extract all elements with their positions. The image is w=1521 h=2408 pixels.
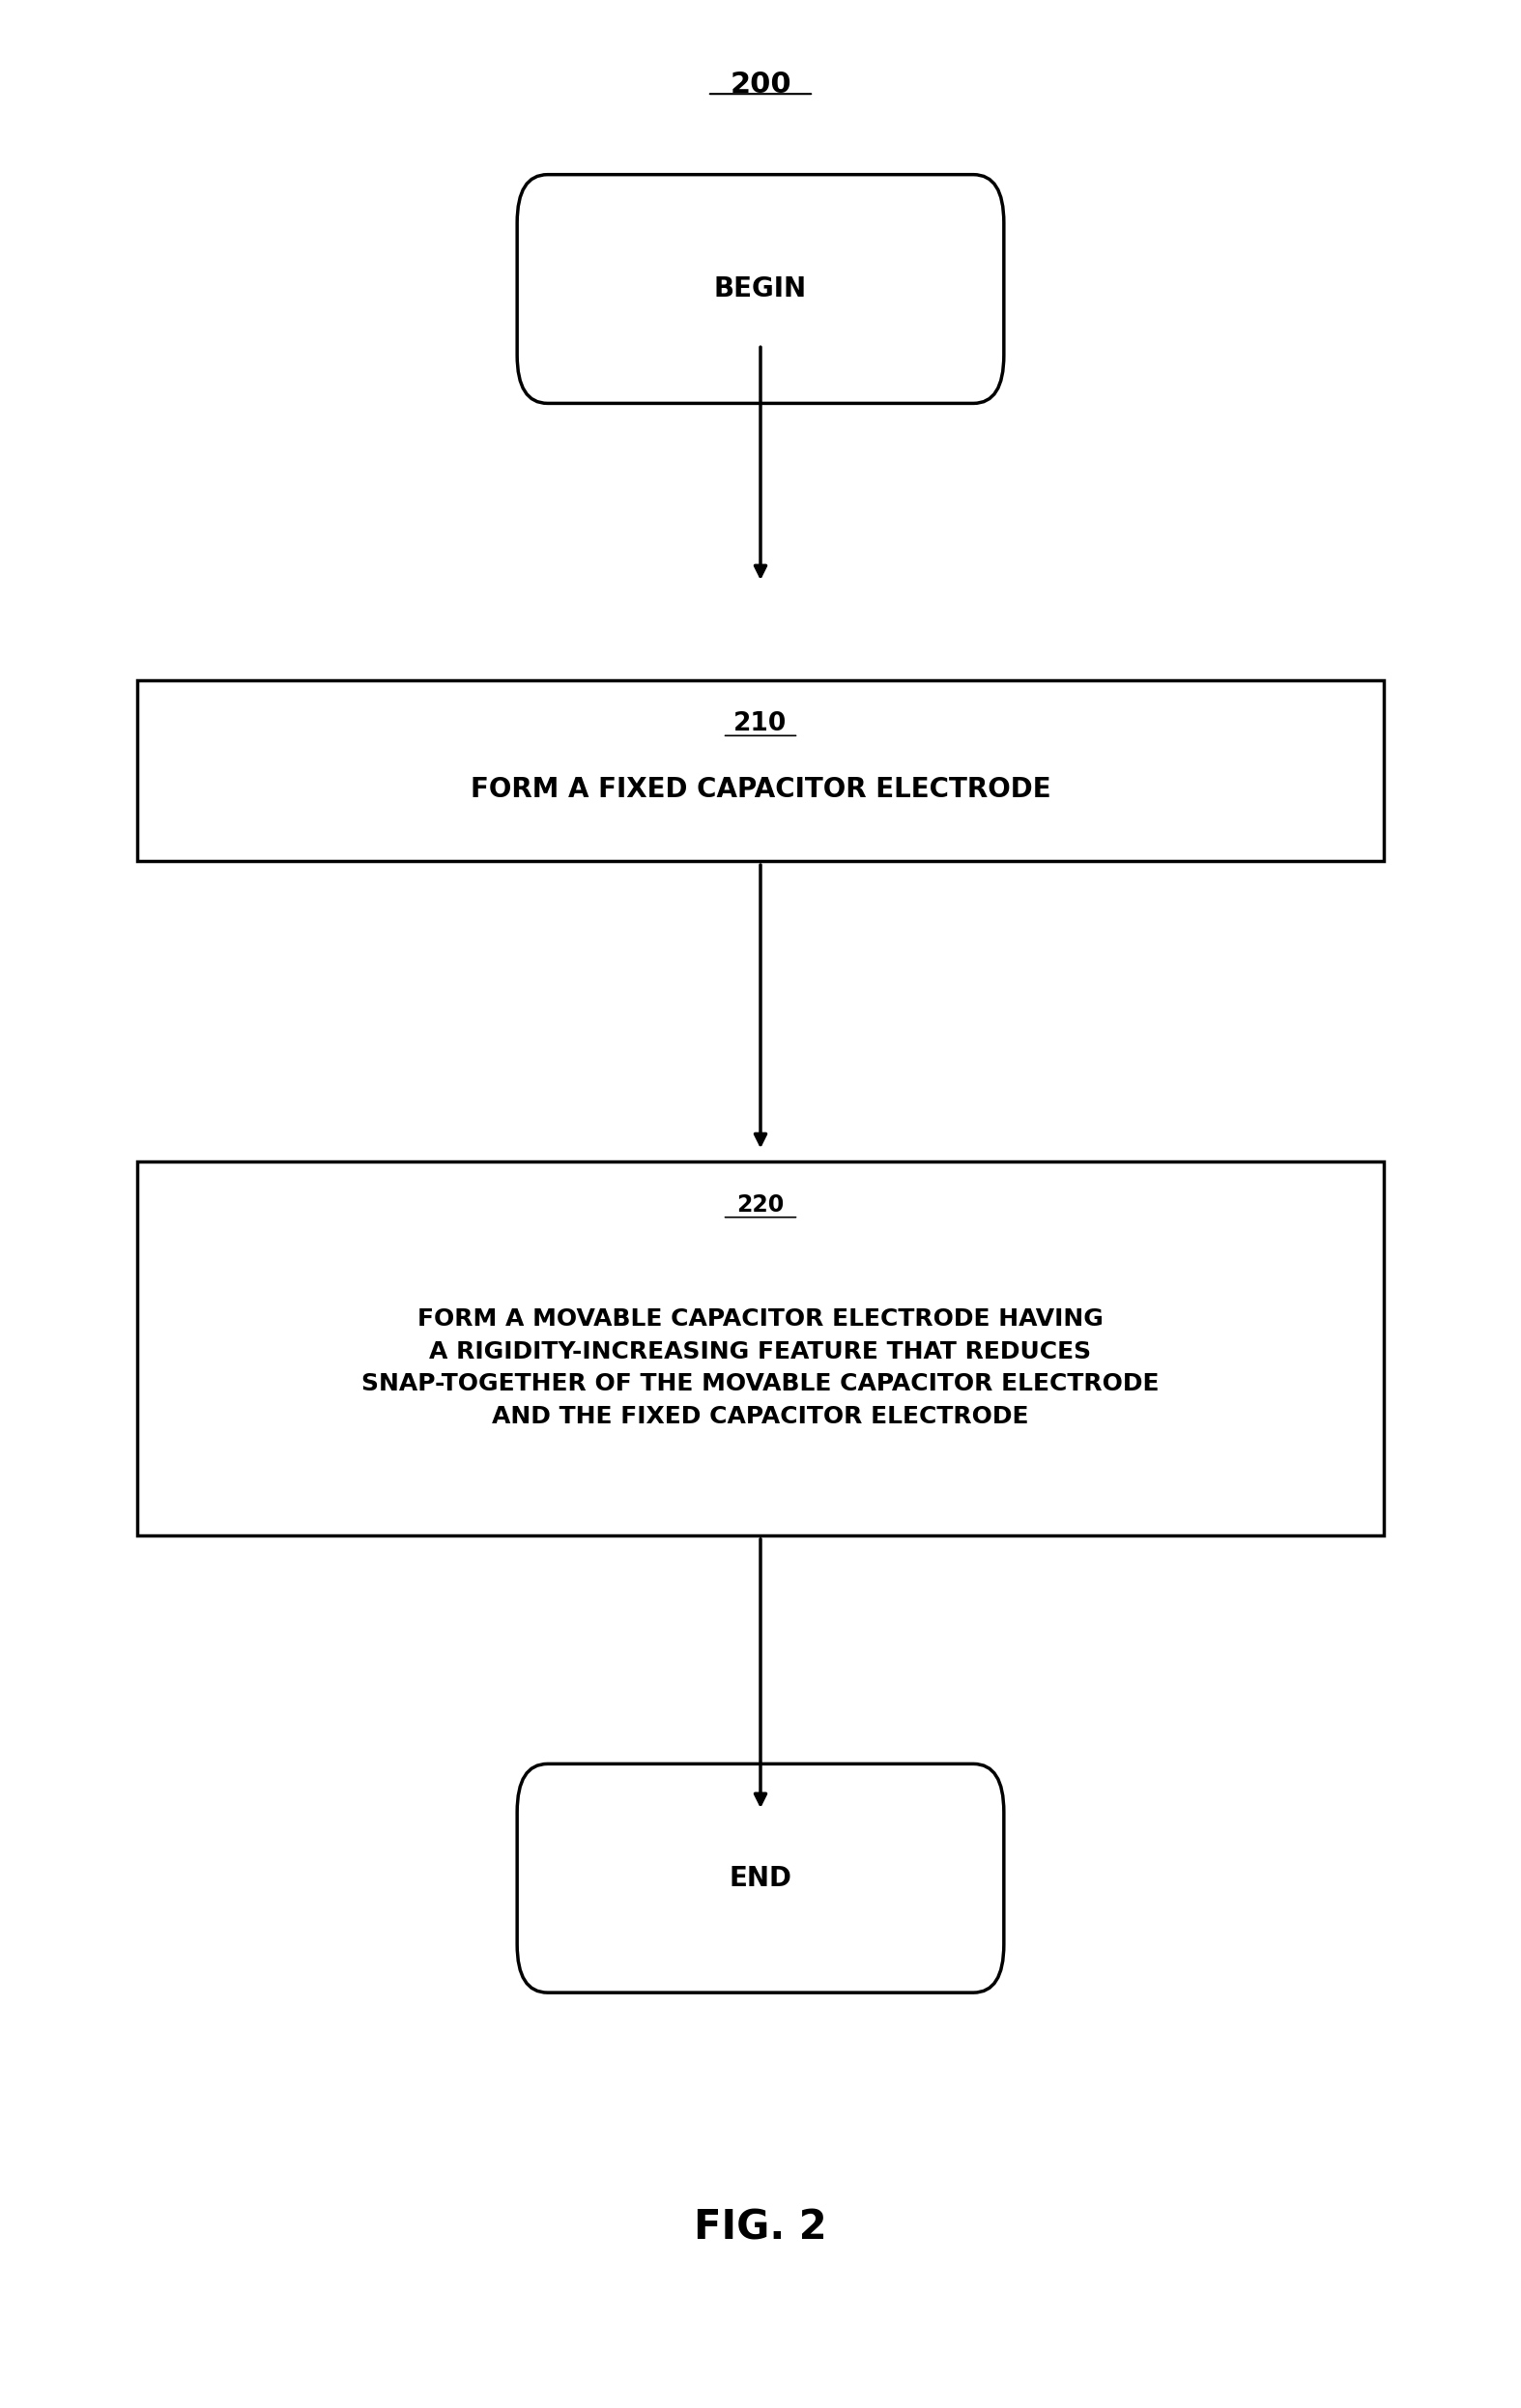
Text: 220: 220 (736, 1194, 785, 1216)
FancyBboxPatch shape (137, 1163, 1384, 1536)
Text: FIG. 2: FIG. 2 (694, 2208, 827, 2247)
Text: 200: 200 (730, 70, 791, 99)
Text: 210: 210 (733, 710, 788, 737)
Text: FORM A FIXED CAPACITOR ELECTRODE: FORM A FIXED CAPACITOR ELECTRODE (470, 775, 1051, 804)
FancyBboxPatch shape (137, 679, 1384, 860)
Text: FORM A MOVABLE CAPACITOR ELECTRODE HAVING
A RIGIDITY-INCREASING FEATURE THAT RED: FORM A MOVABLE CAPACITOR ELECTRODE HAVIN… (362, 1308, 1159, 1428)
Text: BEGIN: BEGIN (713, 275, 808, 303)
FancyBboxPatch shape (517, 1763, 1004, 1994)
Text: END: END (729, 1864, 792, 1893)
FancyBboxPatch shape (517, 176, 1004, 402)
